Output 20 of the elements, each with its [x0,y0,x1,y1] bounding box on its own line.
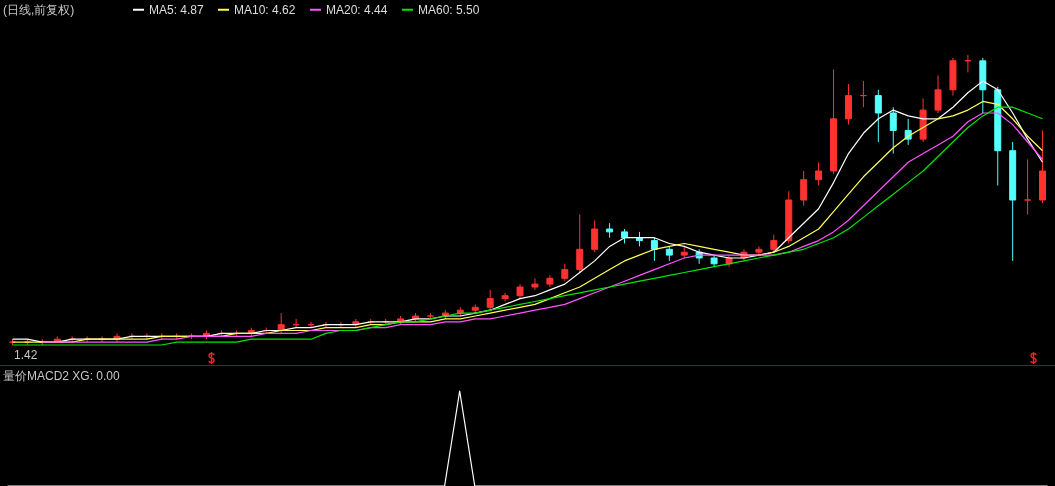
candlestick [501,292,509,302]
legend-label: MA10: 4.62 [234,2,296,17]
legend-label: MA20: 4.44 [326,2,388,17]
candlestick [800,170,808,207]
candlestick [889,106,897,155]
candlestick [591,219,599,253]
legend-label: MA5: 4.87 [149,2,205,17]
chart-title: 量价MACD2 XG: 0.00 [3,369,121,383]
candlestick [815,161,823,186]
candlestick [650,237,658,262]
candlestick [844,83,852,126]
legend-label: MA60: 5.50 [418,2,480,17]
candlestick [1024,158,1032,215]
candlestick [576,214,584,273]
candlestick [531,277,539,291]
candlestick [874,89,882,143]
chart-title: (日线,前复权) [3,3,75,17]
candlestick [934,74,942,114]
candlestick [486,289,494,311]
text: 1.42 [14,348,38,362]
